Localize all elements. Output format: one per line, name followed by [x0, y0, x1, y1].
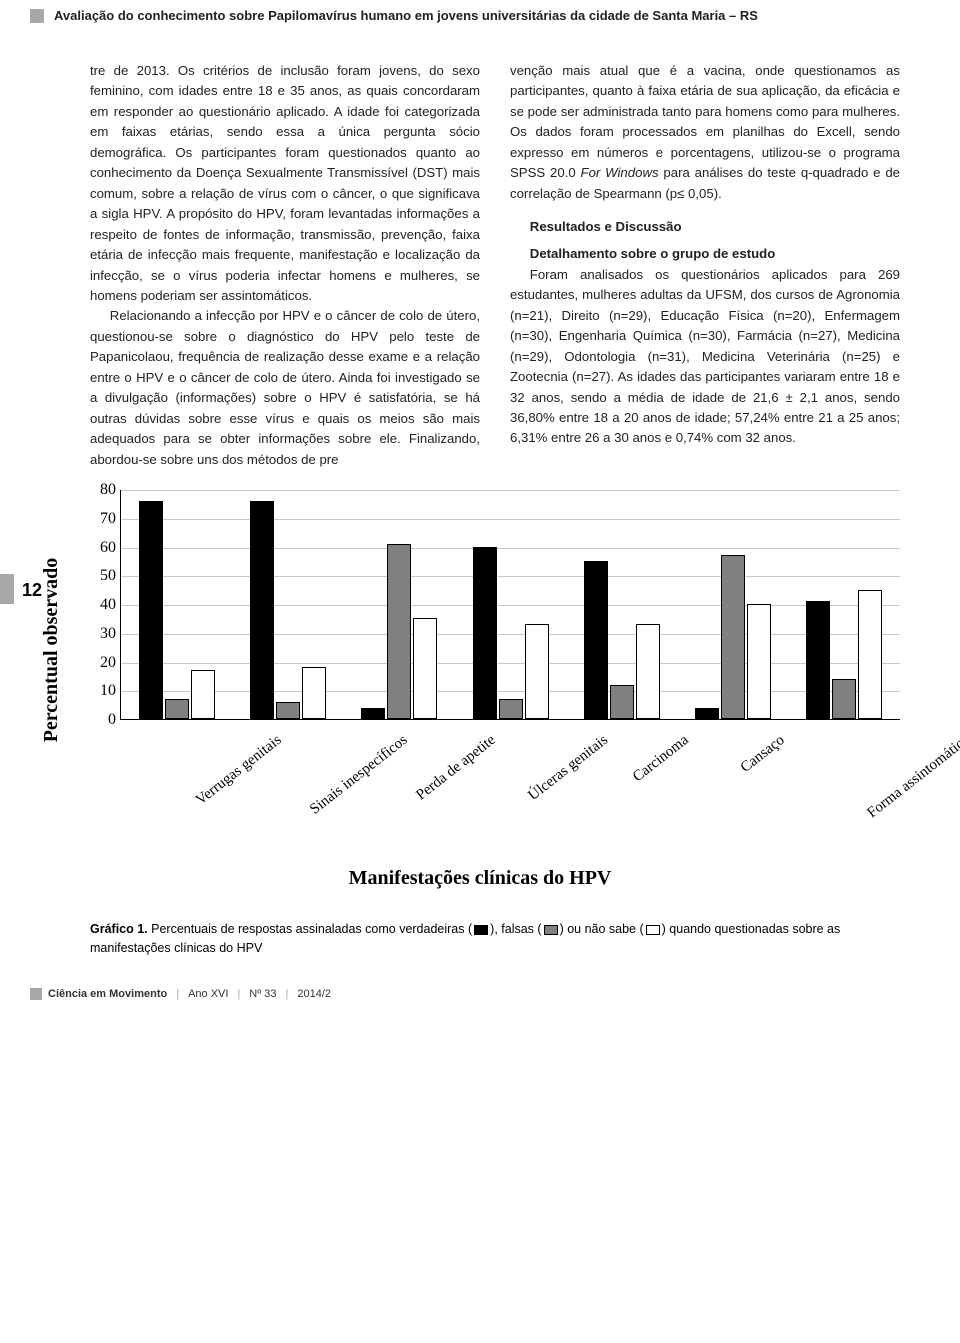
- running-title: Avaliação do conhecimento sobre Papiloma…: [54, 8, 758, 23]
- journal-name: Ciência em Movimento: [48, 988, 167, 1000]
- x-tick-label: Verrugas genitais: [193, 732, 285, 809]
- caption-prefix: Gráfico 1.: [90, 922, 148, 936]
- footer-square-icon: [30, 988, 42, 1000]
- article-body: tre de 2013. Os critérios de inclusão fo…: [0, 31, 960, 480]
- page-number-bar: [0, 574, 14, 604]
- legend-swatch-white: [646, 925, 660, 935]
- bar-chart: Percentual observado Manifestações clíni…: [50, 490, 910, 890]
- x-tick-label: Forma assintomática: [865, 732, 960, 822]
- footer-date: 2014/2: [297, 988, 331, 1000]
- legend-swatch-black: [474, 925, 488, 935]
- x-tick-label: Perda de apetite: [414, 732, 500, 804]
- chart-container: Percentual observado Manifestações clíni…: [0, 480, 960, 900]
- subsection-heading: Detalhamento sobre o grupo de estudo: [510, 244, 900, 264]
- header-square-icon: [30, 9, 44, 23]
- x-tick-label: Carcinoma: [630, 732, 692, 786]
- footer-issue: Nº 33: [249, 988, 276, 1000]
- paragraph: Relacionando a infecção por HPV e o cânc…: [90, 306, 480, 470]
- page-footer: Ciência em Movimento | Ano XVI | Nº 33 |…: [0, 968, 960, 1012]
- x-tick-label: Sinais inespecíficos: [307, 732, 411, 818]
- paragraph: tre de 2013. Os critérios de inclusão fo…: [90, 61, 480, 306]
- figure-caption: Gráfico 1. Percentuais de respostas assi…: [0, 900, 960, 968]
- x-tick-label: Úlceras genitais: [525, 732, 611, 805]
- section-heading: Resultados e Discussão: [510, 217, 900, 237]
- x-tick-label: Cansaço: [738, 732, 789, 777]
- paragraph: Foram analisados os questionários aplica…: [510, 265, 900, 449]
- page-header: Avaliação do conhecimento sobre Papiloma…: [0, 0, 960, 31]
- legend-swatch-gray: [544, 925, 558, 935]
- paragraph: venção mais atual que é a vacina, onde q…: [510, 61, 900, 204]
- footer-year: Ano XVI: [188, 988, 228, 1000]
